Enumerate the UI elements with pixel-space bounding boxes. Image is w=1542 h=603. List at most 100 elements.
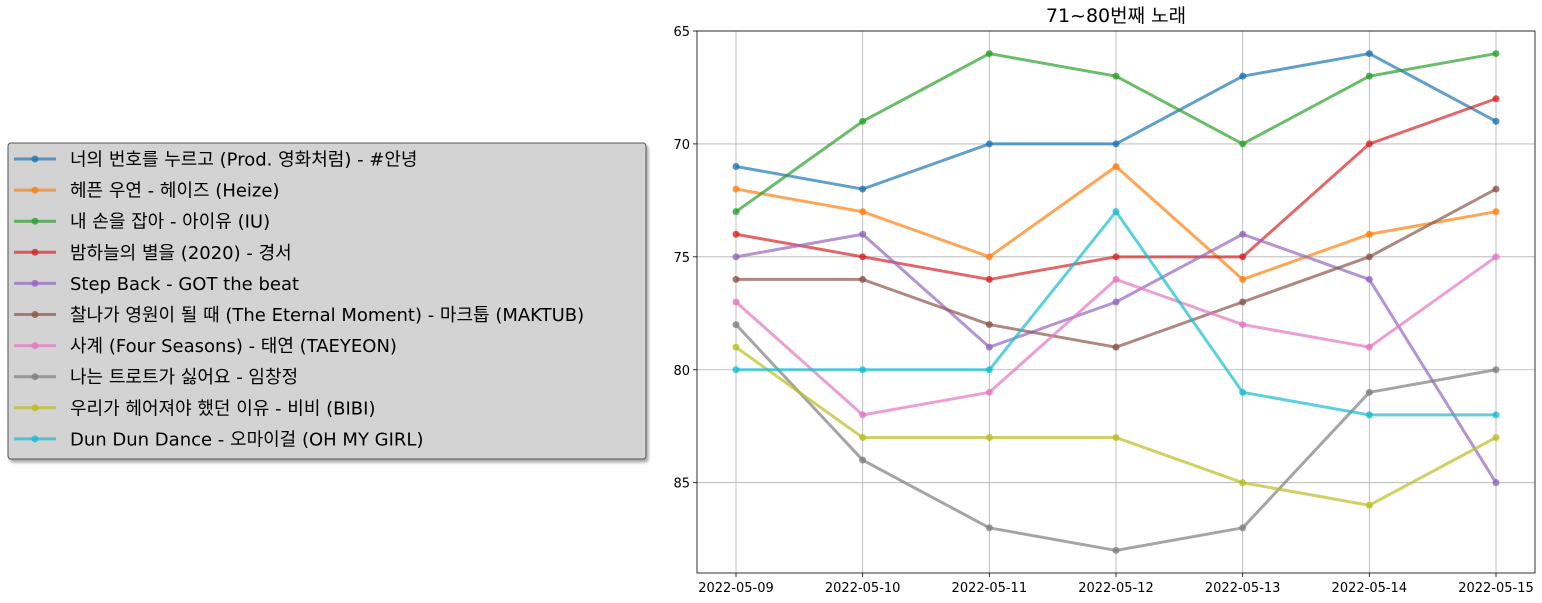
data-point xyxy=(1112,253,1120,261)
legend-entry: 나는 트로트가 싫어요 - 임창정 xyxy=(14,367,298,388)
series-0 xyxy=(732,50,1500,193)
series-6 xyxy=(732,253,1500,419)
data-point xyxy=(985,343,993,351)
data-point xyxy=(1365,411,1373,419)
data-point xyxy=(1239,140,1247,148)
data-point xyxy=(985,253,993,261)
legend-swatch-marker xyxy=(31,217,39,225)
data-point xyxy=(1492,253,1500,261)
data-point xyxy=(1492,208,1500,216)
series-8 xyxy=(732,343,1500,509)
data-point xyxy=(1365,343,1373,351)
data-point xyxy=(1239,72,1247,80)
legend-swatch-marker xyxy=(31,155,39,163)
data-point xyxy=(985,50,993,58)
x-tick-label: 2022-05-15 xyxy=(1458,581,1534,596)
legend-label: 헤픈 우연 - 헤이즈 (Heize) xyxy=(70,181,279,202)
legend-entry: 사계 (Four Seasons) - 태연 (TAEYEON) xyxy=(14,336,397,357)
legend-label: 내 손을 잡아 - 아이유 (IU) xyxy=(70,212,270,233)
x-tick-label: 2022-05-13 xyxy=(1205,581,1281,596)
data-point xyxy=(859,456,867,464)
series-layer xyxy=(732,50,1500,554)
series-3 xyxy=(732,95,1500,283)
data-point xyxy=(859,230,867,238)
data-point xyxy=(985,388,993,396)
y-tick-label: 65 xyxy=(673,25,690,40)
data-point xyxy=(1365,230,1373,238)
data-point xyxy=(985,321,993,329)
legend-label: 찰나가 영원이 될 때 (The Eternal Moment) - 마크툽 (… xyxy=(70,305,584,326)
data-point xyxy=(732,230,740,238)
data-point xyxy=(1492,185,1500,193)
legend-entry: 찰나가 영원이 될 때 (The Eternal Moment) - 마크툽 (… xyxy=(14,305,584,326)
data-point xyxy=(1239,479,1247,487)
x-tick-label: 2022-05-10 xyxy=(825,581,901,596)
legend-swatch-marker xyxy=(31,435,39,443)
legend-label: 밤하늘의 별을 (2020) - 경서 xyxy=(70,243,292,264)
x-tick-label: 2022-05-12 xyxy=(1078,581,1154,596)
legend-label: 나는 트로트가 싫어요 - 임창정 xyxy=(70,367,298,388)
legend-entry: 헤픈 우연 - 헤이즈 (Heize) xyxy=(14,181,279,202)
data-point xyxy=(1365,388,1373,396)
legend-entry: 너의 번호를 누르고 (Prod. 영화처럼) - #안녕 xyxy=(14,150,418,171)
data-point xyxy=(1112,72,1120,80)
data-point xyxy=(732,163,740,170)
legend-entry: 우리가 헤어져야 했던 이유 - 비비 (BIBI) xyxy=(14,398,375,419)
data-point xyxy=(732,298,740,306)
data-point xyxy=(1492,411,1500,419)
y-tick-label: 85 xyxy=(673,477,690,492)
data-point xyxy=(1112,343,1120,351)
legend-entry: Step Back - GOT the beat xyxy=(14,274,299,295)
series-1 xyxy=(732,163,1500,283)
legend-label: 너의 번호를 누르고 (Prod. 영화처럼) - #안녕 xyxy=(70,150,418,171)
y-tick-label: 70 xyxy=(673,138,690,153)
data-point xyxy=(1239,230,1247,238)
data-point xyxy=(1492,479,1500,487)
data-point xyxy=(1112,163,1120,170)
legend-swatch-marker xyxy=(31,404,39,412)
x-tick-label: 2022-05-09 xyxy=(698,581,774,596)
series-5 xyxy=(732,185,1500,351)
legend-label: 사계 (Four Seasons) - 태연 (TAEYEON) xyxy=(70,336,397,357)
data-point xyxy=(859,117,867,125)
legend-swatch-marker xyxy=(31,342,39,350)
data-point xyxy=(1365,140,1373,148)
data-point xyxy=(1239,321,1247,329)
data-point xyxy=(1239,524,1247,532)
data-point xyxy=(985,275,993,283)
series-2 xyxy=(732,50,1500,216)
data-point xyxy=(1239,275,1247,283)
legend-entry: 밤하늘의 별을 (2020) - 경서 xyxy=(14,243,292,264)
data-point xyxy=(985,366,993,374)
legend-swatch-marker xyxy=(31,186,39,194)
data-point xyxy=(1365,501,1373,509)
legend-label: Step Back - GOT the beat xyxy=(70,274,299,295)
data-point xyxy=(1492,434,1500,441)
y-tick-label: 75 xyxy=(673,251,690,266)
data-point xyxy=(859,411,867,419)
x-tick-label: 2022-05-11 xyxy=(952,581,1028,596)
legend-swatch-marker xyxy=(31,373,39,381)
data-point xyxy=(1365,72,1373,80)
data-point xyxy=(732,253,740,261)
data-point xyxy=(859,185,867,193)
data-point xyxy=(985,524,993,532)
data-point xyxy=(1365,253,1373,261)
data-point xyxy=(1492,50,1500,58)
data-point xyxy=(732,275,740,283)
data-point xyxy=(859,366,867,374)
data-point xyxy=(1112,275,1120,283)
chart-title: 71~80번째 노래 xyxy=(1046,5,1186,27)
data-point xyxy=(732,321,740,329)
series-9 xyxy=(732,208,1500,419)
legend-entry: Dun Dun Dance - 오마이걸 (OH MY GIRL) xyxy=(14,429,423,450)
data-point xyxy=(1239,253,1247,261)
data-point xyxy=(1112,208,1120,216)
data-point xyxy=(1492,95,1500,103)
data-point xyxy=(1365,275,1373,283)
series-4 xyxy=(732,230,1500,487)
legend-swatch-marker xyxy=(31,279,39,287)
axes: 2022-05-09 2022-05-10 2022-05-11 2022-05-12… xyxy=(673,25,1536,596)
series-7 xyxy=(732,321,1500,554)
